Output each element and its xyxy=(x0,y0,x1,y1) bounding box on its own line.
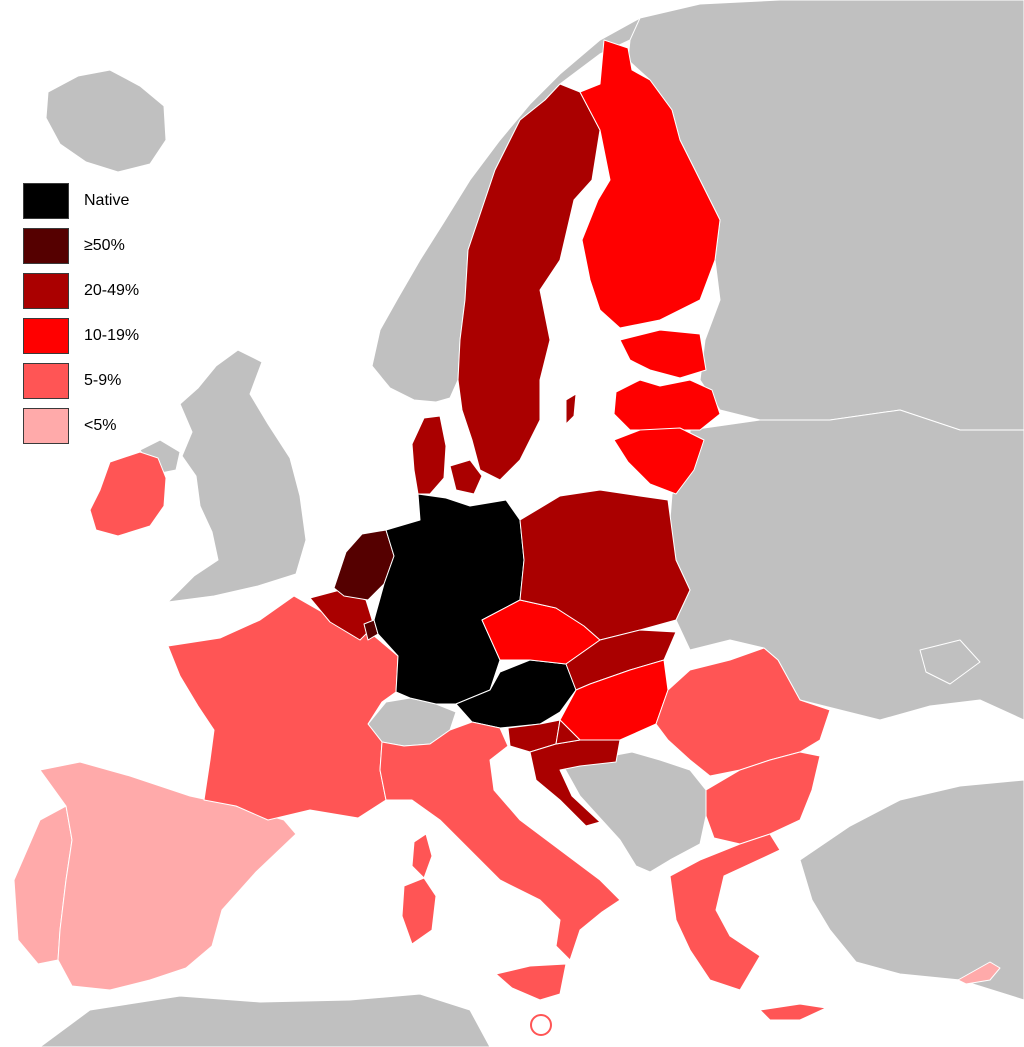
legend-item-10-19: 10-19% xyxy=(23,318,139,354)
region-greece xyxy=(669,833,781,991)
region-cyprus xyxy=(957,961,1001,985)
region-denmark xyxy=(411,415,447,495)
region-latvia xyxy=(613,379,721,431)
region-romania xyxy=(655,647,831,777)
region-crete xyxy=(759,1003,827,1021)
region-germany xyxy=(373,493,525,705)
region-italy xyxy=(379,721,621,961)
legend-swatch-ge50 xyxy=(23,228,69,264)
legend-item-5-9: 5-9% xyxy=(23,363,139,399)
legend-label-ge50: ≥50% xyxy=(84,237,125,254)
eu-countries xyxy=(13,39,1001,1036)
legend-label-native: Native xyxy=(84,192,130,209)
north-africa xyxy=(39,993,491,1047)
great-britain xyxy=(167,349,307,603)
legend-item-ge50: ≥50% xyxy=(23,228,139,264)
turkey xyxy=(799,779,1024,1001)
legend-label-20-49: 20-49% xyxy=(84,282,140,299)
region-estonia xyxy=(619,329,707,379)
non-eu-land xyxy=(39,0,1024,1047)
region-corsica xyxy=(411,833,433,879)
region-finland xyxy=(579,39,721,329)
region-bulgaria xyxy=(705,751,821,845)
legend-swatch-10-19 xyxy=(23,318,69,354)
legend-swatch-lt5 xyxy=(23,408,69,444)
region-slovenia-fill xyxy=(555,719,581,745)
region-ireland xyxy=(89,451,167,537)
legend-item-native: Native xyxy=(23,183,139,219)
region-denmark-islands xyxy=(449,459,483,495)
region-sweden xyxy=(457,83,601,481)
region-sardinia xyxy=(401,877,437,945)
iceland xyxy=(45,69,167,173)
region-malta xyxy=(530,1014,552,1036)
legend-swatch-native xyxy=(23,183,69,219)
legend: Native ≥50% 20-49% 10-19% 5-9% <5% xyxy=(23,183,139,453)
region-gotland xyxy=(565,393,577,425)
legend-swatch-20-49 xyxy=(23,273,69,309)
region-poland xyxy=(519,489,691,641)
legend-item-20-49: 20-49% xyxy=(23,273,139,309)
region-lithuania xyxy=(613,427,705,495)
region-spain xyxy=(39,761,297,991)
region-sicily xyxy=(495,963,567,1001)
legend-label-10-19: 10-19% xyxy=(84,327,140,344)
crimea xyxy=(919,639,981,685)
balkans-west xyxy=(559,751,707,873)
legend-item-lt5: <5% xyxy=(23,408,139,444)
legend-swatch-5-9 xyxy=(23,363,69,399)
legend-label-lt5: <5% xyxy=(84,417,117,434)
legend-label-5-9: 5-9% xyxy=(84,372,122,389)
